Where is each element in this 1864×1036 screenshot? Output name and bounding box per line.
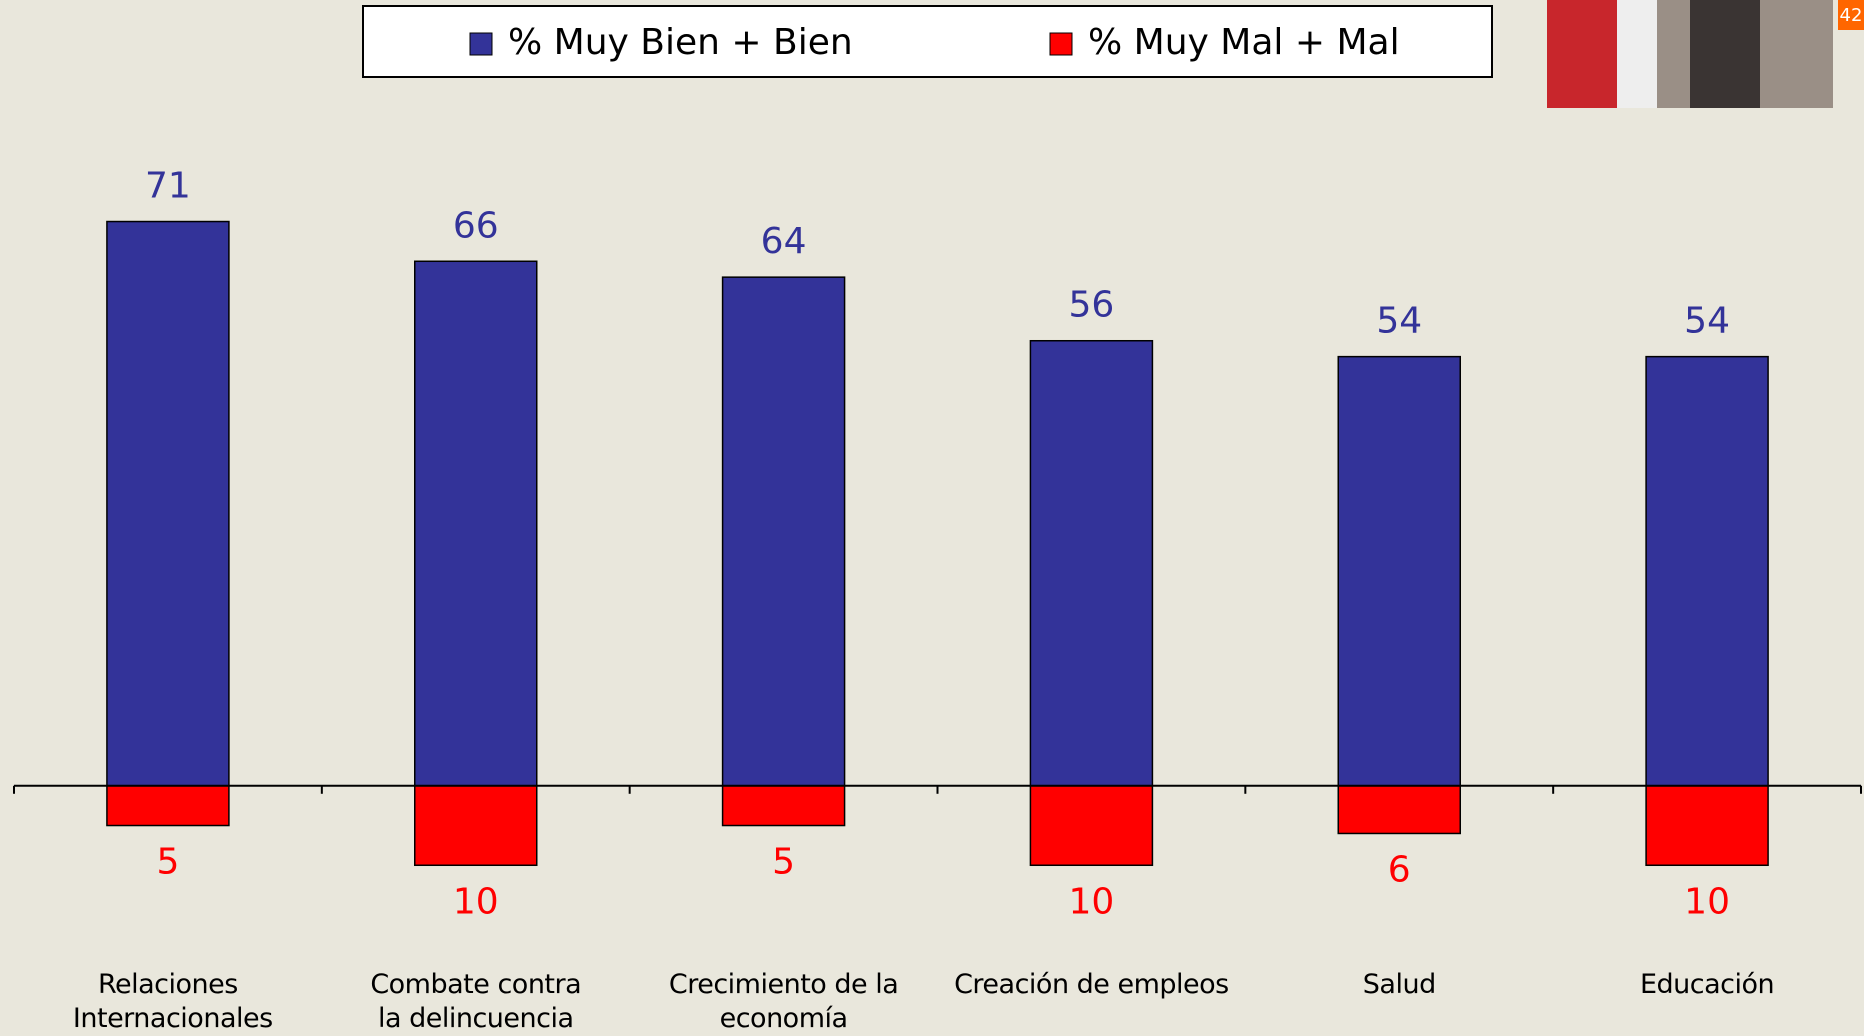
bar (414, 785, 538, 867)
data-label: 64 (761, 221, 807, 262)
page-number: 42 (1840, 5, 1863, 26)
bar (721, 785, 846, 827)
x-tick-label: Educación (1639, 969, 1775, 1000)
x-tick-label: Creación de empleos (954, 969, 1229, 1000)
x-tick-label: Salud (1362, 969, 1436, 1000)
bar (1645, 785, 1769, 867)
thumbnail-flag (1547, 0, 1617, 108)
bar (1337, 355, 1461, 787)
x-tick-label: Crecimiento de la economía (668, 969, 899, 1034)
bar (1645, 355, 1769, 787)
legend-swatch (1049, 32, 1073, 56)
legend-label: % Muy Mal + Mal (1088, 22, 1400, 63)
data-label: 10 (1684, 881, 1730, 922)
bar (1029, 785, 1154, 867)
data-label: 56 (1069, 285, 1115, 326)
x-tick-label: Relaciones Internacionales (72, 969, 273, 1034)
thumbnail-figure (1690, 0, 1760, 108)
data-label: 71 (145, 166, 191, 207)
data-label: 10 (453, 881, 499, 922)
data-label: 66 (453, 205, 499, 246)
data-label: 6 (1388, 849, 1411, 890)
data-label: 5 (772, 842, 795, 883)
bar (106, 785, 230, 827)
legend (362, 5, 1493, 78)
bar (1029, 339, 1154, 787)
bar (106, 220, 230, 787)
bar (1337, 785, 1461, 835)
bar (414, 260, 538, 787)
legend-swatch (469, 32, 493, 56)
data-label: 54 (1684, 301, 1730, 342)
data-label: 10 (1069, 881, 1115, 922)
x-tick-label: Combate contra la delincuencia (370, 969, 582, 1034)
data-label: 5 (156, 842, 179, 883)
data-label: 54 (1376, 301, 1422, 342)
bar (721, 276, 846, 787)
page-badge (1838, 0, 1864, 30)
legend-label: % Muy Bien + Bien (508, 22, 853, 63)
thumbnail-flag (1617, 0, 1657, 108)
